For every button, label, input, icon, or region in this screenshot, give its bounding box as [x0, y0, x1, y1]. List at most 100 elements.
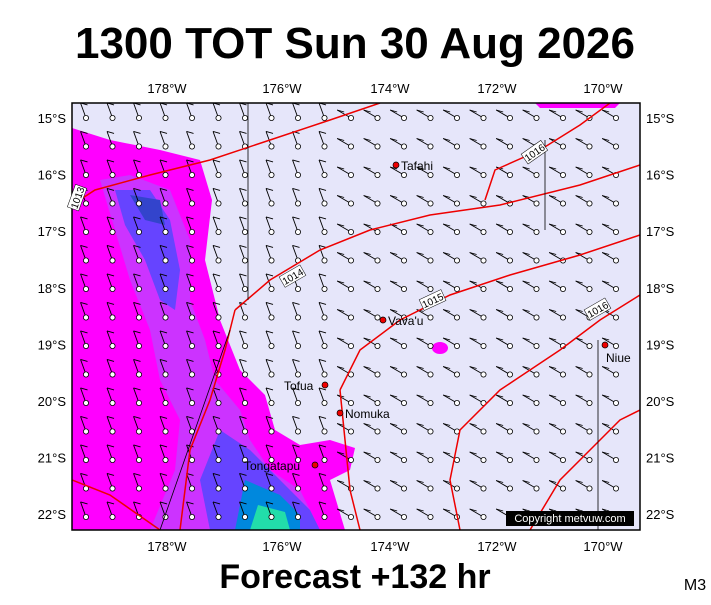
- barb-flag: [469, 138, 477, 141]
- barb-flag: [549, 508, 557, 512]
- barb-flag: [265, 330, 274, 334]
- barb-station: [215, 171, 222, 178]
- barb-flag: [318, 245, 327, 248]
- barb-station: [215, 399, 222, 406]
- barb-station: [374, 342, 381, 349]
- barb-flag: [496, 366, 504, 369]
- barb-flag: [318, 501, 327, 505]
- barb-station: [135, 285, 142, 292]
- barb-flag: [443, 366, 451, 369]
- barb-flag: [575, 309, 583, 312]
- barb-station: [400, 428, 407, 435]
- barb-station: [506, 314, 513, 321]
- barb-flag: [469, 480, 477, 483]
- barb-flag: [239, 387, 247, 391]
- barb-flag: [265, 444, 274, 448]
- lat-label: 21°S: [38, 451, 67, 466]
- barb-flag: [522, 280, 530, 284]
- barb-flag: [469, 451, 477, 455]
- barb-station: [586, 257, 593, 264]
- lat-label: 16°S: [646, 168, 675, 183]
- barb-flag: [106, 416, 115, 419]
- barb-station: [453, 456, 460, 463]
- barb-station: [83, 371, 90, 378]
- barb-flag: [496, 309, 504, 312]
- barb-station: [83, 228, 90, 235]
- barb-flag: [416, 423, 424, 426]
- barb-station: [586, 428, 593, 435]
- barb-station: [427, 485, 434, 492]
- barb-station: [586, 200, 593, 207]
- lat-label: 20°S: [646, 394, 675, 409]
- barb-station: [586, 285, 593, 292]
- barb-flag: [575, 337, 583, 341]
- barb-station: [188, 456, 195, 463]
- barb-station: [268, 257, 275, 264]
- barb-flag: [602, 109, 610, 113]
- barb-flag: [469, 423, 477, 426]
- place-marker: [601, 341, 609, 349]
- barb-station: [83, 342, 90, 349]
- barb-station: [427, 314, 434, 321]
- barb-flag: [549, 252, 557, 255]
- barb-flag: [106, 216, 115, 220]
- barb-station: [241, 285, 248, 292]
- barb-station: [560, 200, 567, 207]
- barb-station: [506, 485, 513, 492]
- barb-station: [215, 456, 222, 463]
- barb-flag: [239, 159, 247, 163]
- barb-flag: [549, 451, 557, 455]
- barb-flag: [239, 330, 247, 334]
- barb-station: [347, 115, 354, 122]
- barb-flag: [212, 245, 221, 248]
- isobar-label-box: [418, 289, 447, 311]
- barb-station: [453, 485, 460, 492]
- barb-flag: [212, 188, 221, 191]
- barb-station: [321, 399, 328, 406]
- barb-station: [480, 371, 487, 378]
- lon-label: 172°W: [477, 539, 517, 554]
- barb-flag: [292, 216, 300, 220]
- barb-flag: [318, 444, 327, 448]
- barb-station: [374, 115, 381, 122]
- barb-station: [162, 456, 169, 463]
- barb-station: [347, 257, 354, 264]
- barb-station: [427, 456, 434, 463]
- lat-label: 22°S: [38, 507, 67, 522]
- barb-flag: [337, 337, 345, 341]
- lon-label: 176°W: [262, 81, 302, 96]
- barb-flag: [363, 138, 371, 141]
- barb-station: [215, 257, 222, 264]
- rain-area: [535, 103, 620, 108]
- barb-station: [374, 428, 381, 435]
- barb-station: [347, 200, 354, 207]
- isobar-label-box: [278, 264, 307, 288]
- barb-flag: [337, 280, 345, 284]
- barb-flag: [133, 473, 141, 476]
- barb-station: [83, 285, 90, 292]
- barb-station: [613, 285, 620, 292]
- barb-station: [374, 514, 381, 521]
- barb-flag: [212, 216, 221, 220]
- barb-station: [188, 342, 195, 349]
- barb-flag: [239, 444, 247, 448]
- barb-flag: [337, 252, 345, 255]
- barb-flag: [106, 330, 115, 334]
- barb-flag: [549, 366, 557, 369]
- barb-station: [294, 200, 301, 207]
- barb-station: [241, 171, 248, 178]
- barb-flag: [186, 444, 194, 448]
- barb-flag: [522, 138, 530, 141]
- barb-flag: [292, 473, 300, 476]
- barb-station: [427, 257, 434, 264]
- barb-station: [188, 399, 195, 406]
- lat-label: 19°S: [646, 337, 675, 352]
- barb-station: [560, 399, 567, 406]
- barb-station: [321, 257, 328, 264]
- barb-flag: [602, 423, 610, 426]
- barb-flag: [159, 359, 168, 362]
- barb-station: [241, 371, 248, 378]
- barb-station: [374, 371, 381, 378]
- barb-station: [83, 257, 90, 264]
